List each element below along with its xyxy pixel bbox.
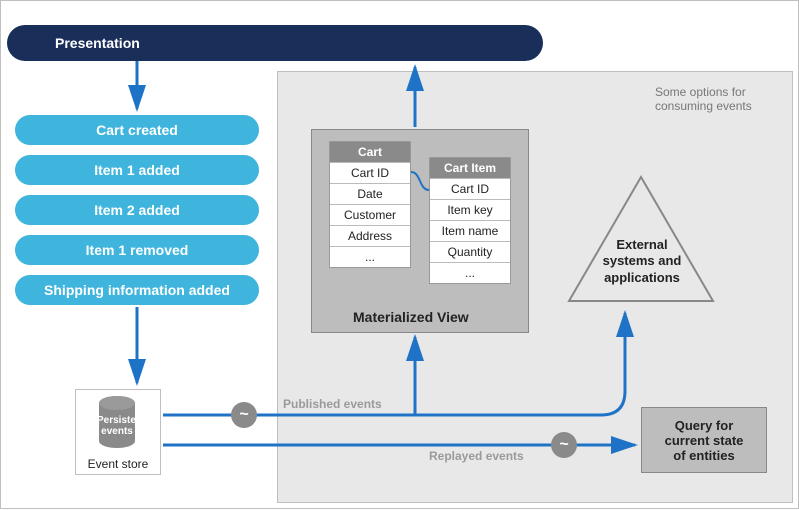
event-pill: Item 1 added [15, 155, 259, 185]
entity-field: Cart ID [330, 162, 410, 183]
query-box: Query for current state of entities [641, 407, 767, 473]
entity-field: Address [330, 225, 410, 246]
published-events-label: Published events [283, 397, 382, 411]
event-pill: Item 2 added [15, 195, 259, 225]
database-label: Persisted events [97, 415, 137, 437]
materialized-view-title: Materialized View [353, 309, 469, 325]
entity-field: Quantity [430, 241, 510, 262]
tri-line: applications [604, 270, 680, 285]
wave-badge-icon: ~ [231, 402, 257, 428]
entity-field: Date [330, 183, 410, 204]
event-label: Item 1 removed [86, 242, 189, 258]
query-line: current state [665, 433, 744, 448]
entity-cart: Cart Cart ID Date Customer Address ... [329, 141, 411, 268]
consume-caption-text: Some options for consuming events [655, 85, 752, 113]
event-label: Item 1 added [94, 162, 180, 178]
consume-caption: Some options for consuming events [655, 85, 775, 113]
event-pill: Cart created [15, 115, 259, 145]
entity-header: Cart [330, 142, 410, 162]
query-line: of entities [673, 448, 734, 463]
event-label: Cart created [96, 122, 178, 138]
entity-field: Item key [430, 199, 510, 220]
presentation-bar: Presentation [7, 25, 543, 61]
event-label: Item 2 added [94, 202, 180, 218]
event-pill: Item 1 removed [15, 235, 259, 265]
db-line: events [101, 426, 133, 437]
event-pill: Shipping information added [15, 275, 259, 305]
query-line: Query for [675, 418, 734, 433]
entity-header: Cart Item [430, 158, 510, 178]
tri-line: systems and [603, 253, 682, 268]
entity-cart-item: Cart Item Cart ID Item key Item name Qua… [429, 157, 511, 284]
db-line: Persisted [97, 415, 142, 426]
event-store-caption: Event store [85, 457, 151, 471]
entity-field: ... [430, 262, 510, 283]
entity-field: Cart ID [430, 178, 510, 199]
replayed-events-label: Replayed events [429, 449, 524, 463]
entity-field: Customer [330, 204, 410, 225]
wave-badge-icon: ~ [551, 432, 577, 458]
presentation-label: Presentation [55, 35, 140, 51]
entity-field: ... [330, 246, 410, 267]
event-label: Shipping information added [44, 282, 230, 298]
triangle-label: External systems and applications [596, 237, 688, 286]
entity-field: Item name [430, 220, 510, 241]
tri-line: External [616, 237, 667, 252]
